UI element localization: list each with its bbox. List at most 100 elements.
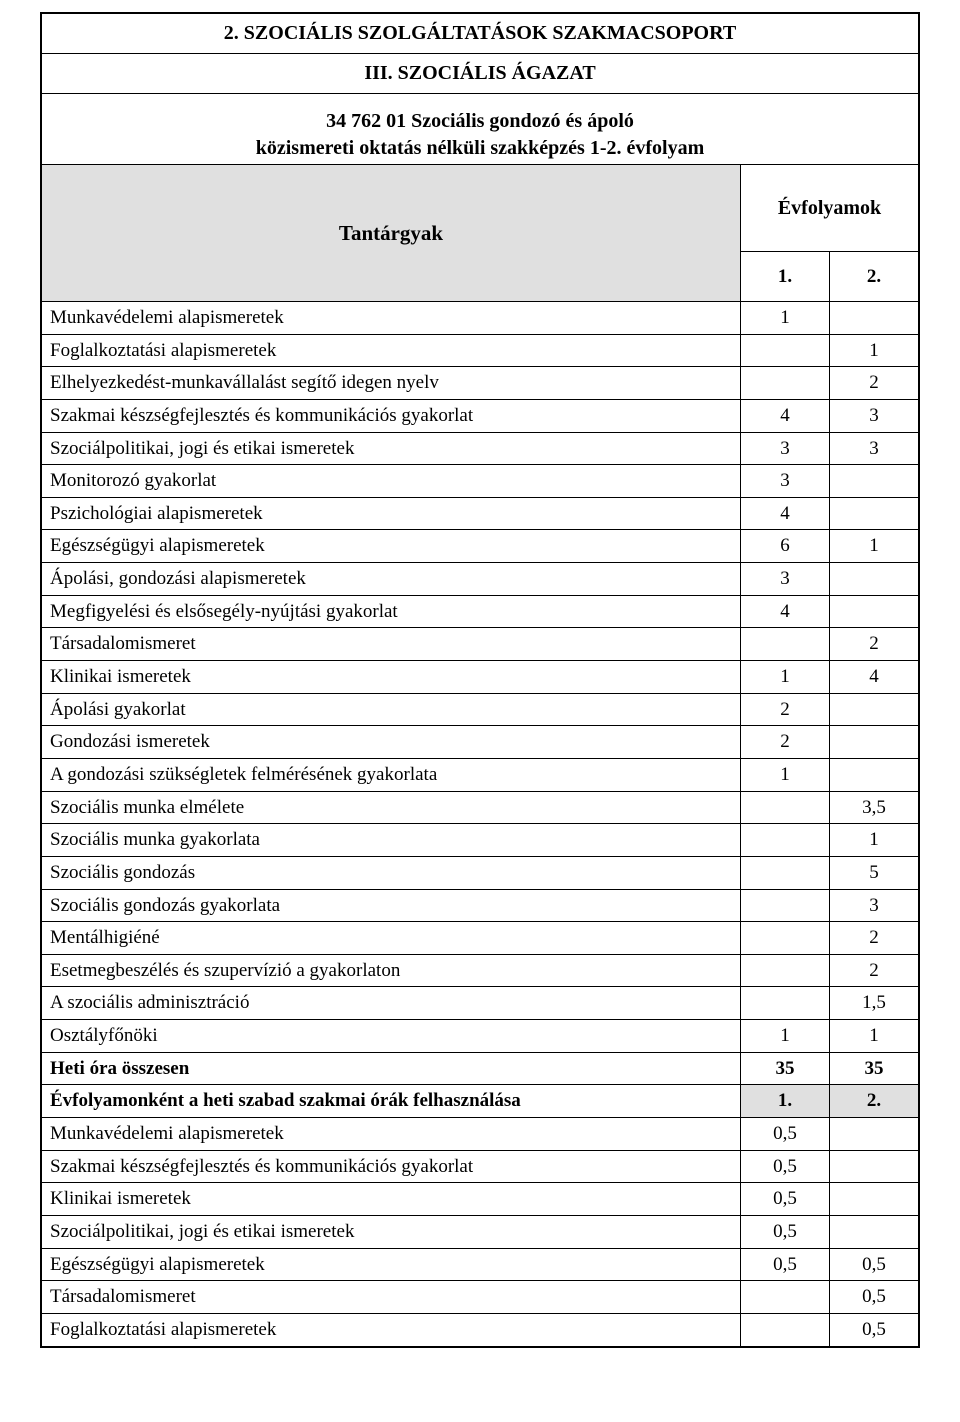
table-row: Társadalomismeret2: [41, 628, 919, 661]
total-v1: 35: [741, 1052, 830, 1085]
table-row: Munkavédelemi alapismeretek1: [41, 302, 919, 335]
table-row: Szociális gondozás gyakorlata3: [41, 889, 919, 922]
page-container: 2. SZOCIÁLIS SZOLGÁLTATÁSOK SZAKMACSOPOR…: [0, 0, 960, 1360]
row-v2: 0,5: [830, 1313, 920, 1346]
row-v2: 4: [830, 661, 920, 694]
free-row: Klinikai ismeretek0,5: [41, 1183, 919, 1216]
row-label: Monitorozó gyakorlat: [41, 465, 741, 498]
row-label: Pszichológiai alapismeretek: [41, 497, 741, 530]
row-label: Szociális munka elmélete: [41, 791, 741, 824]
row-v1: 1: [741, 1020, 830, 1053]
row-v1: 4: [741, 399, 830, 432]
table-row: Szakmai készségfejlesztés és kommunikáci…: [41, 399, 919, 432]
table-row: Mentálhigiéné2: [41, 922, 919, 955]
row-v1: 0,5: [741, 1118, 830, 1151]
row-label: Gondozási ismeretek: [41, 726, 741, 759]
row-label: Mentálhigiéné: [41, 922, 741, 955]
total-row: Heti óra összesen 35 35: [41, 1052, 919, 1085]
row-label: Ápolási gyakorlat: [41, 693, 741, 726]
row-v2: 1: [830, 530, 920, 563]
row-v2: 3: [830, 432, 920, 465]
row-label: Társadalomismeret: [41, 628, 741, 661]
row-v2: 3,5: [830, 791, 920, 824]
tantargyak-header-row: Tantárgyak Évfolyamok: [41, 165, 919, 252]
row-label: Ápolási, gondozási alapismeretek: [41, 563, 741, 596]
curriculum-table: 2. SZOCIÁLIS SZOLGÁLTATÁSOK SZAKMACSOPOR…: [40, 12, 920, 1348]
row-v2: 0,5: [830, 1281, 920, 1314]
row-label: Osztályfőnöki: [41, 1020, 741, 1053]
row-v1: [741, 824, 830, 857]
free-row: Szociálpolitikai, jogi és etikai ismeret…: [41, 1215, 919, 1248]
total-label: Heti óra összesen: [41, 1052, 741, 1085]
free-header-row: Évfolyamonként a heti szabad szakmai órá…: [41, 1085, 919, 1118]
row-label: Foglalkoztatási alapismeretek: [41, 334, 741, 367]
row-v1: [741, 367, 830, 400]
free-row: Társadalomismeret 0,5: [41, 1281, 919, 1314]
row-v1: 3: [741, 432, 830, 465]
row-label: Elhelyezkedést-munkavállalást segítő ide…: [41, 367, 741, 400]
row-label: Szociális munka gyakorlata: [41, 824, 741, 857]
table-row: Ápolási, gondozási alapismeretek3: [41, 563, 919, 596]
row-v2: [830, 1215, 920, 1248]
row-v2: [830, 726, 920, 759]
row-v2: 1: [830, 1020, 920, 1053]
tantargyak-label: Tantárgyak: [41, 165, 741, 302]
table-row: Pszichológiai alapismeretek4: [41, 497, 919, 530]
row-label: Klinikai ismeretek: [41, 661, 741, 694]
row-v2: [830, 465, 920, 498]
row-v2: [830, 563, 920, 596]
row-v1: [741, 922, 830, 955]
row-label: Munkavédelemi alapismeretek: [41, 302, 741, 335]
row-v2: 1: [830, 824, 920, 857]
table-row: Egészségügyi alapismeretek61: [41, 530, 919, 563]
row-v1: [741, 856, 830, 889]
row-v2: [830, 497, 920, 530]
table-row: Szociális munka elmélete 3,5: [41, 791, 919, 824]
table-row: Elhelyezkedést-munkavállalást segítő ide…: [41, 367, 919, 400]
year2-header: 2.: [830, 252, 920, 302]
row-v2: 1: [830, 334, 920, 367]
row-label: Szociálpolitikai, jogi és etikai ismeret…: [41, 1215, 741, 1248]
table-row: Monitorozó gyakorlat3: [41, 465, 919, 498]
title-row: 2. SZOCIÁLIS SZOLGÁLTATÁSOK SZAKMACSOPOR…: [41, 13, 919, 54]
evfolyamok-label: Évfolyamok: [741, 165, 920, 252]
row-v1: 0,5: [741, 1215, 830, 1248]
row-v2: [830, 595, 920, 628]
row-v2: [830, 758, 920, 791]
row-v2: 3: [830, 889, 920, 922]
table-row: Megfigyelési és elsősegély-nyújtási gyak…: [41, 595, 919, 628]
row-v2: 2: [830, 954, 920, 987]
row-v1: 3: [741, 563, 830, 596]
table-row: Szociálpolitikai, jogi és etikai ismeret…: [41, 432, 919, 465]
row-label: Társadalomismeret: [41, 1281, 741, 1314]
row-v1: 2: [741, 693, 830, 726]
row-v1: [741, 1281, 830, 1314]
row-v2: 3: [830, 399, 920, 432]
free-row: Egészségügyi alapismeretek0,50,5: [41, 1248, 919, 1281]
table-row: Klinikai ismeretek14: [41, 661, 919, 694]
row-v1: [741, 334, 830, 367]
free-header-v2: 2.: [830, 1085, 920, 1118]
table-row: A szociális adminisztráció1,5: [41, 987, 919, 1020]
row-label: A gondozási szükségletek felmérésének gy…: [41, 758, 741, 791]
table-row: Osztályfőnöki11: [41, 1020, 919, 1053]
row-label: Egészségügyi alapismeretek: [41, 1248, 741, 1281]
year1-header: 1.: [741, 252, 830, 302]
table-row: A gondozási szükségletek felmérésének gy…: [41, 758, 919, 791]
row-label: Egészségügyi alapismeretek: [41, 530, 741, 563]
row-label: Szociálpolitikai, jogi és etikai ismeret…: [41, 432, 741, 465]
row-v2: [830, 1150, 920, 1183]
table-row: Esetmegbeszélés és szupervízió a gyakorl…: [41, 954, 919, 987]
row-label: Szociális gondozás: [41, 856, 741, 889]
row-v1: 1: [741, 302, 830, 335]
row-v1: [741, 954, 830, 987]
row-label: Szakmai készségfejlesztés és kommunikáci…: [41, 1150, 741, 1183]
row-v2: [830, 1183, 920, 1216]
row-v1: 1: [741, 758, 830, 791]
row-label: Szakmai készségfejlesztés és kommunikáci…: [41, 399, 741, 432]
row-v2: [830, 1118, 920, 1151]
row-label: Foglalkoztatási alapismeretek: [41, 1313, 741, 1346]
intro-row: 34 762 01 Szociális gondozó és ápoló köz…: [41, 94, 919, 165]
row-v1: [741, 1313, 830, 1346]
row-v1: [741, 987, 830, 1020]
